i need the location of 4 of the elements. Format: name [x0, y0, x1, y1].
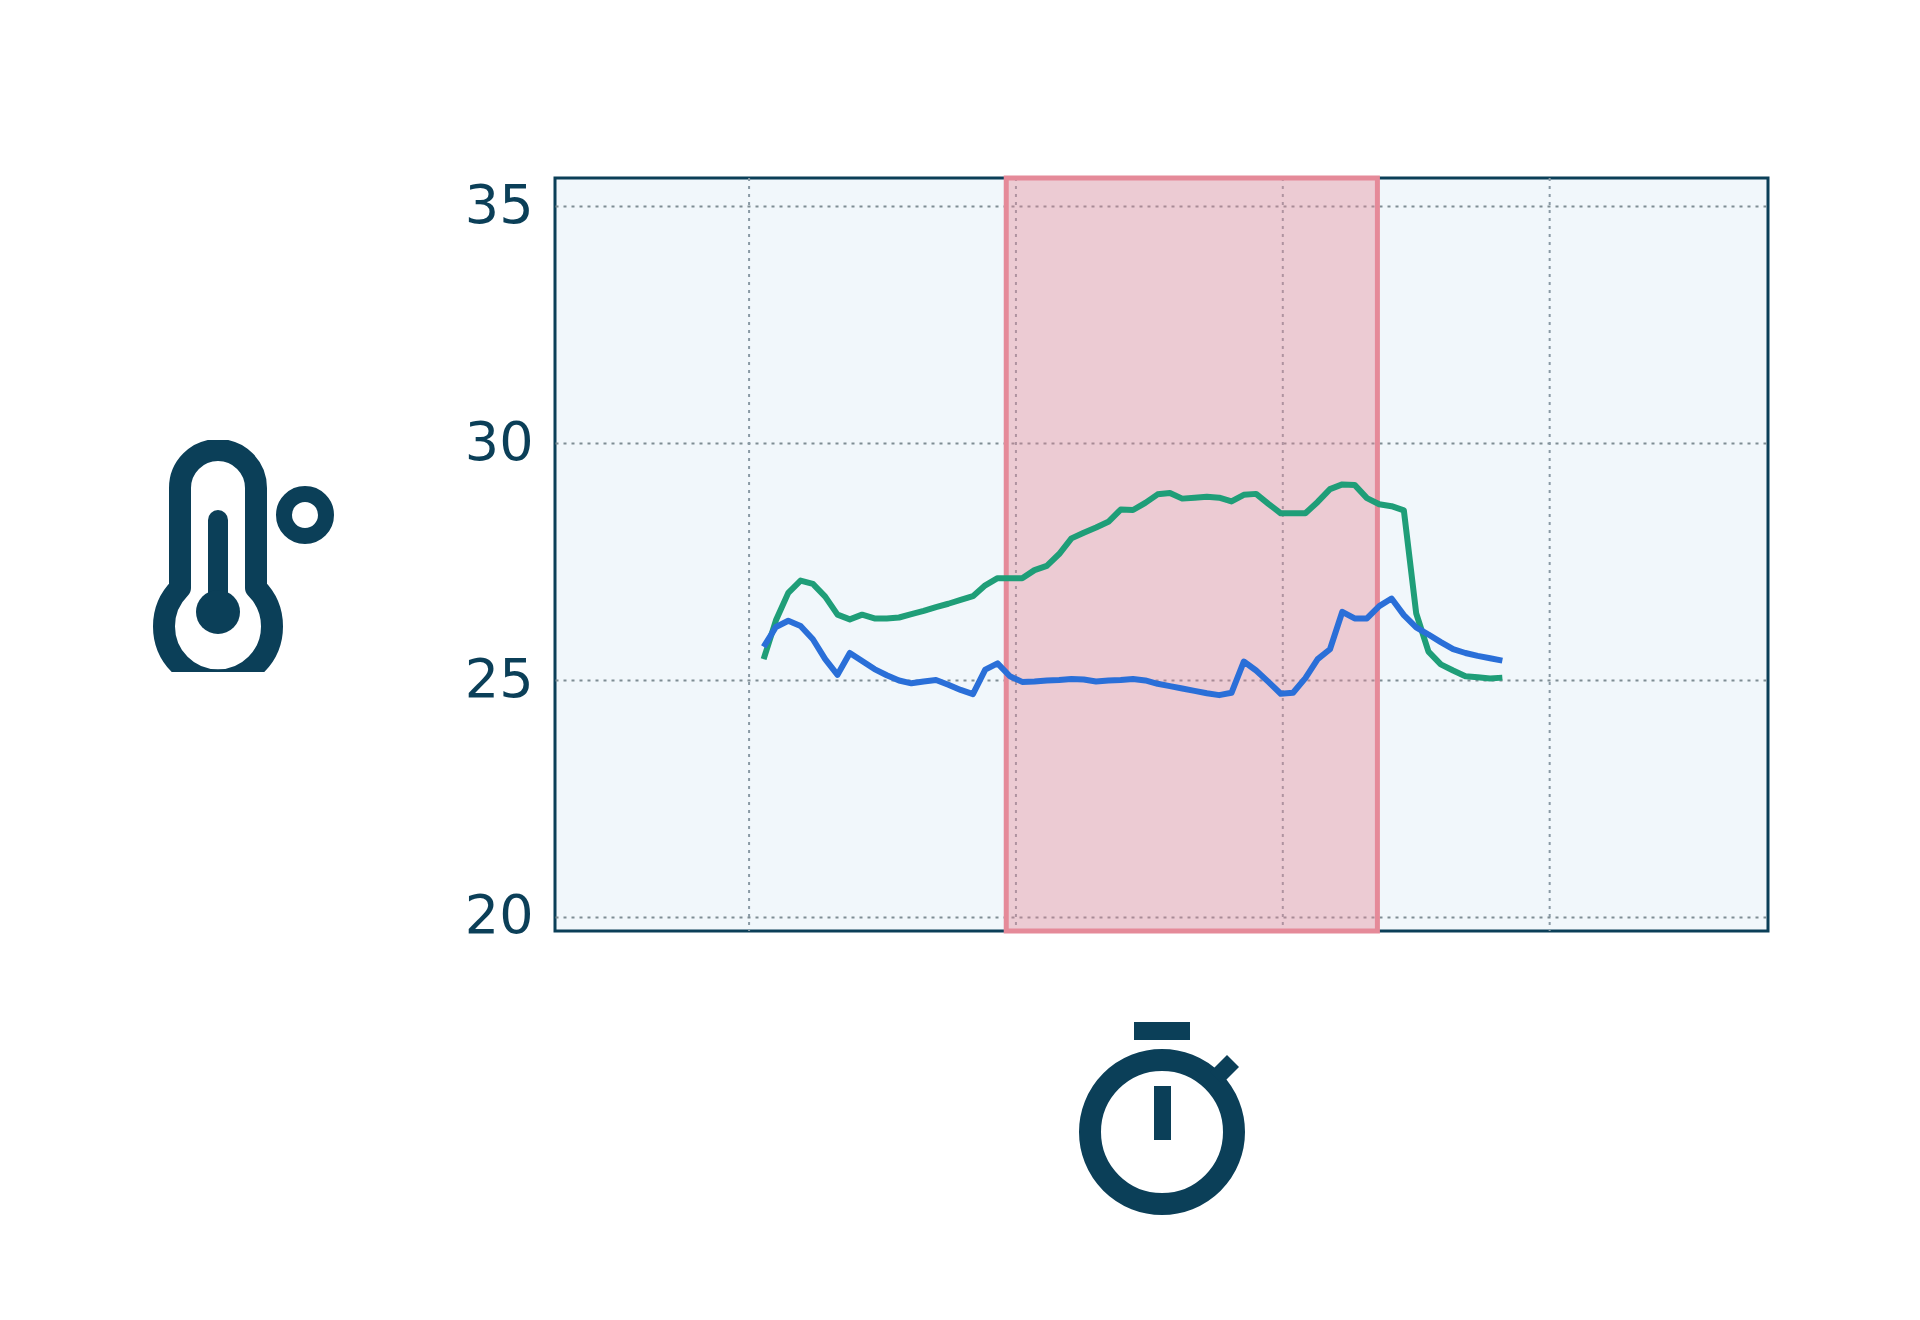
- y-tick-label: 20: [464, 883, 534, 947]
- y-tick-label: 35: [464, 172, 534, 236]
- y-tick-label: 30: [464, 409, 534, 473]
- y-tick-label: 25: [464, 646, 534, 710]
